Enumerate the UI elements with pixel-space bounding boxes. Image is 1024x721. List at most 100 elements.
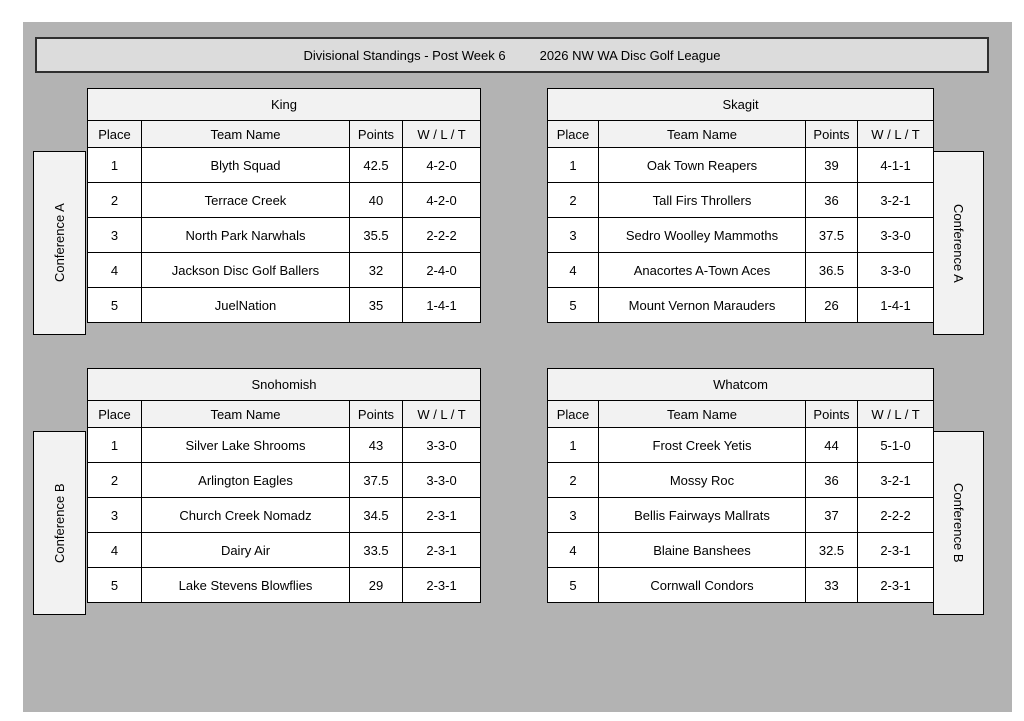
team-name-cell: Frost Creek Yetis: [598, 427, 806, 463]
conference-a-label-left: Conference A: [33, 151, 86, 335]
team-name-cell: Oak Town Reapers: [598, 147, 806, 183]
standings-row: 1 Silver Lake Shrooms 43 3-3-0: [87, 427, 482, 463]
column-header-record: W / L / T: [856, 120, 935, 148]
column-header-team: Team Name: [598, 120, 806, 148]
column-header-record: W / L / T: [401, 120, 482, 148]
standings-row: 1 Oak Town Reapers 39 4-1-1: [547, 147, 935, 183]
standings-row: 2 Mossy Roc 36 3-2-1: [547, 462, 935, 498]
place-cell: 1: [547, 147, 599, 183]
standings-row: 3 Church Creek Nomadz 34.5 2-3-1: [87, 497, 482, 533]
points-cell: 36.5: [805, 252, 858, 288]
record-cell: 1-4-1: [856, 287, 935, 323]
place-cell: 4: [547, 532, 599, 568]
place-cell: 2: [87, 462, 142, 498]
points-cell: 37.5: [349, 462, 403, 498]
sheet-background: Divisional Standings - Post Week 6 2026 …: [23, 22, 1012, 712]
place-cell: 3: [87, 217, 142, 253]
column-header-place: Place: [87, 120, 142, 148]
conference-b-label-left: Conference B: [33, 431, 86, 615]
record-cell: 4-1-1: [856, 147, 935, 183]
place-cell: 1: [87, 147, 142, 183]
team-name-cell: Arlington Eagles: [141, 462, 350, 498]
standings-row: 3 Bellis Fairways Mallrats 37 2-2-2: [547, 497, 935, 533]
record-cell: 2-2-2: [401, 217, 482, 253]
standings-row: 3 Sedro Woolley Mammoths 37.5 3-3-0: [547, 217, 935, 253]
column-header-points: Points: [349, 400, 403, 428]
team-name-cell: Church Creek Nomadz: [141, 497, 350, 533]
team-name-cell: JuelNation: [141, 287, 350, 323]
column-header-row: Place Team Name Points W / L / T: [547, 120, 935, 148]
column-header-place: Place: [547, 120, 599, 148]
team-name-cell: Jackson Disc Golf Ballers: [141, 252, 350, 288]
division-title-row: Skagit: [546, 88, 935, 121]
record-cell: 5-1-0: [856, 427, 935, 463]
division-title: King: [86, 88, 482, 121]
points-cell: 44: [805, 427, 858, 463]
points-cell: 35: [349, 287, 403, 323]
column-header-team: Team Name: [141, 400, 350, 428]
division-table-king: King Place Team Name Points W / L / T 1 …: [86, 88, 482, 323]
points-cell: 37.5: [805, 217, 858, 253]
place-cell: 4: [87, 532, 142, 568]
team-name-cell: North Park Narwhals: [141, 217, 350, 253]
place-cell: 2: [547, 182, 599, 218]
standings-row: 4 Anacortes A-Town Aces 36.5 3-3-0: [547, 252, 935, 288]
team-name-cell: Bellis Fairways Mallrats: [598, 497, 806, 533]
place-cell: 5: [87, 287, 142, 323]
points-cell: 32.5: [805, 532, 858, 568]
team-name-cell: Lake Stevens Blowflies: [141, 567, 350, 603]
division-table-skagit: Skagit Place Team Name Points W / L / T …: [546, 88, 935, 323]
record-cell: 4-2-0: [401, 182, 482, 218]
team-name-cell: Sedro Woolley Mammoths: [598, 217, 806, 253]
points-cell: 34.5: [349, 497, 403, 533]
points-cell: 42.5: [349, 147, 403, 183]
team-name-cell: Anacortes A-Town Aces: [598, 252, 806, 288]
column-header-row: Place Team Name Points W / L / T: [87, 400, 482, 428]
record-cell: 2-2-2: [856, 497, 935, 533]
record-cell: 1-4-1: [401, 287, 482, 323]
record-cell: 2-3-1: [401, 532, 482, 568]
division-title-row: Snohomish: [86, 368, 482, 401]
team-name-cell: Terrace Creek: [141, 182, 350, 218]
division-table-whatcom: Whatcom Place Team Name Points W / L / T…: [546, 368, 935, 603]
record-cell: 2-3-1: [401, 567, 482, 603]
column-header-record: W / L / T: [856, 400, 935, 428]
place-cell: 3: [547, 497, 599, 533]
points-cell: 29: [349, 567, 403, 603]
record-cell: 3-3-0: [856, 252, 935, 288]
column-header-team: Team Name: [598, 400, 806, 428]
report-title: Divisional Standings - Post Week 6: [303, 47, 506, 63]
team-name-cell: Tall Firs Throllers: [598, 182, 806, 218]
points-cell: 36: [805, 182, 858, 218]
points-cell: 43: [349, 427, 403, 463]
division-title: Whatcom: [546, 368, 935, 401]
title-bar: Divisional Standings - Post Week 6 2026 …: [35, 37, 989, 73]
team-name-cell: Blyth Squad: [141, 147, 350, 183]
record-cell: 3-3-0: [401, 462, 482, 498]
points-cell: 26: [805, 287, 858, 323]
record-cell: 3-2-1: [856, 182, 935, 218]
place-cell: 2: [547, 462, 599, 498]
record-cell: 2-3-1: [401, 497, 482, 533]
place-cell: 3: [87, 497, 142, 533]
record-cell: 2-4-0: [401, 252, 482, 288]
place-cell: 1: [87, 427, 142, 463]
points-cell: 33: [805, 567, 858, 603]
column-header-row: Place Team Name Points W / L / T: [87, 120, 482, 148]
standings-row: 5 Mount Vernon Marauders 26 1-4-1: [547, 287, 935, 323]
column-header-place: Place: [547, 400, 599, 428]
column-header-points: Points: [805, 400, 858, 428]
points-cell: 33.5: [349, 532, 403, 568]
column-header-points: Points: [349, 120, 403, 148]
place-cell: 5: [547, 567, 599, 603]
team-name-cell: Blaine Banshees: [598, 532, 806, 568]
place-cell: 4: [547, 252, 599, 288]
place-cell: 4: [87, 252, 142, 288]
conference-b-label-right: Conference B: [933, 431, 984, 615]
league-title: 2026 NW WA Disc Golf League: [539, 47, 721, 63]
place-cell: 2: [87, 182, 142, 218]
record-cell: 3-3-0: [401, 427, 482, 463]
team-name-cell: Mossy Roc: [598, 462, 806, 498]
points-cell: 36: [805, 462, 858, 498]
record-cell: 3-2-1: [856, 462, 935, 498]
